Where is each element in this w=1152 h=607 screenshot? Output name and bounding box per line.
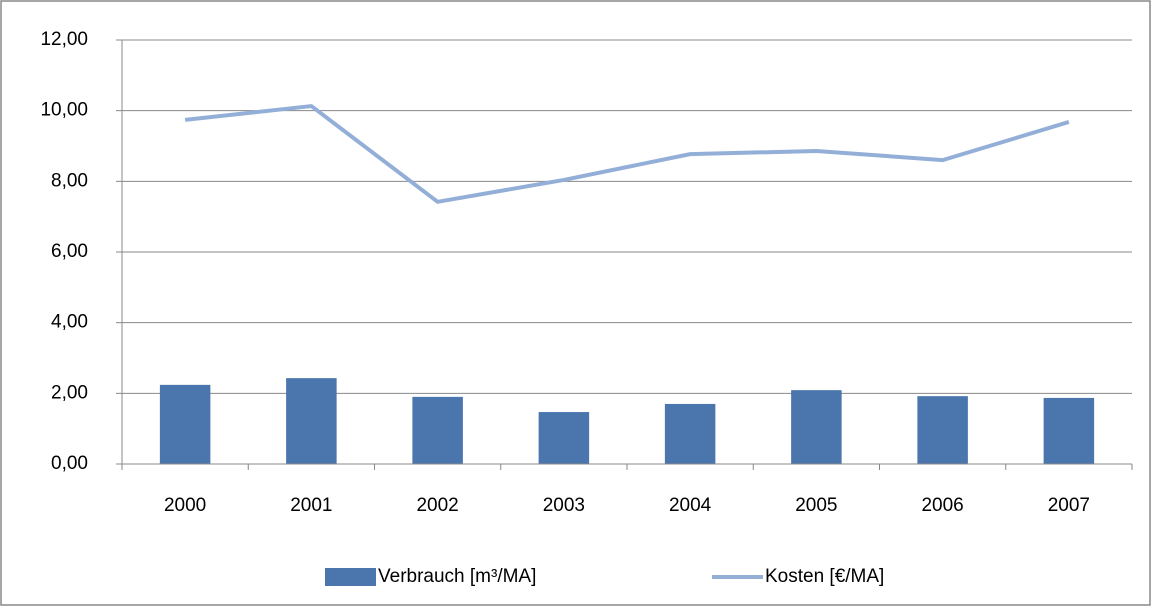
bar bbox=[664, 403, 716, 464]
y-tick-label: 8,00 bbox=[51, 170, 88, 191]
bar bbox=[1043, 397, 1095, 464]
y-tick-label: 2,00 bbox=[51, 382, 88, 403]
y-tick-label: 4,00 bbox=[51, 312, 88, 333]
x-tick-label: 2002 bbox=[416, 495, 458, 516]
bar bbox=[159, 384, 211, 464]
x-tick-label: 2005 bbox=[795, 495, 837, 516]
bar bbox=[538, 412, 590, 464]
y-tick-label: 12,00 bbox=[40, 29, 88, 50]
x-tick-label: 2007 bbox=[1048, 495, 1090, 516]
y-tick-label: 6,00 bbox=[51, 241, 88, 262]
x-tick-label: 2004 bbox=[669, 495, 712, 516]
bar bbox=[791, 390, 842, 464]
x-tick-label: 2001 bbox=[290, 495, 332, 516]
x-tick-label: 2003 bbox=[543, 495, 585, 516]
bar bbox=[917, 396, 968, 464]
bar bbox=[286, 378, 337, 464]
y-tick-label: 10,00 bbox=[40, 100, 88, 121]
x-tick-label: 2006 bbox=[921, 495, 963, 516]
line bbox=[184, 104, 1070, 204]
legend-swatch bbox=[325, 568, 376, 586]
legend-label: Kosten [€/MA] bbox=[765, 566, 884, 587]
y-tick-label: 0,00 bbox=[51, 453, 88, 474]
legend-label: Verbrauch [m³/MA] bbox=[378, 566, 536, 587]
x-tick-label: 2000 bbox=[164, 495, 206, 516]
bar bbox=[412, 396, 463, 464]
